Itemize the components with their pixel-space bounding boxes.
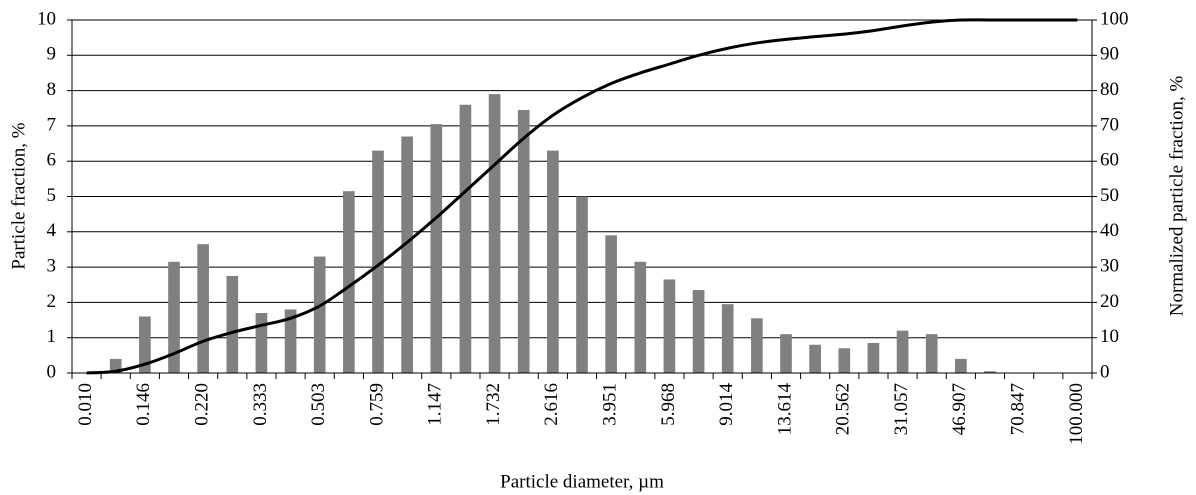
y2-tick-label: 0: [1100, 361, 1110, 382]
y2-tick-label: 40: [1100, 220, 1119, 241]
x-tick-label: 0.146: [133, 383, 154, 426]
bar: [517, 110, 530, 373]
x-tick-label: 1.147: [425, 383, 446, 426]
bar: [197, 244, 209, 373]
y2-tick-label: 20: [1100, 291, 1119, 312]
bar: [751, 318, 763, 373]
y2-tick-label: 50: [1100, 185, 1119, 206]
bar: [547, 150, 559, 373]
bar: [430, 124, 443, 373]
cumulative-line: [86, 18, 1078, 375]
y2-tick-label: 100: [1100, 8, 1129, 29]
x-tick-label: 20.562: [833, 383, 854, 435]
x-tick-label: 9.014: [716, 383, 737, 426]
bar: [401, 136, 413, 373]
bar: [109, 358, 122, 373]
y2-tick-label: 60: [1100, 150, 1119, 171]
bar: [488, 94, 501, 373]
y2-tick-label: 70: [1100, 114, 1119, 135]
bar: [576, 196, 588, 373]
bar: [226, 275, 239, 373]
y-tick-label: 8: [47, 79, 57, 100]
bar: [313, 256, 326, 373]
y-tick-label: 9: [47, 44, 57, 65]
bar: [372, 150, 384, 373]
x-tick-label: 0.503: [308, 383, 329, 426]
y-tick-label: 4: [47, 220, 57, 241]
y2-tick-label: 30: [1100, 255, 1119, 276]
bar: [255, 312, 268, 373]
bar: [838, 348, 851, 373]
x-tick-label: 5.968: [658, 383, 679, 426]
y-tick-label: 1: [47, 326, 57, 347]
bar: [634, 261, 647, 373]
x-tick-label: 100.000: [1066, 383, 1087, 445]
y2-axis-title: Normalized particle fraction, %: [1166, 76, 1187, 317]
x-tick-label: 0.333: [250, 383, 271, 426]
bar: [139, 316, 151, 373]
bar: [605, 235, 617, 373]
y-tick-label: 3: [47, 255, 57, 276]
y-tick-label: 5: [47, 185, 57, 206]
bar: [955, 358, 967, 373]
bar: [284, 309, 297, 373]
bar: [925, 334, 938, 373]
bar: [867, 342, 880, 373]
bar: [459, 104, 472, 373]
y-tick-label: 7: [47, 114, 57, 135]
x-tick-label: 31.057: [891, 383, 912, 435]
y2-tick-label: 10: [1100, 326, 1119, 347]
x-tick-label: 0.759: [366, 383, 387, 426]
bar: [721, 304, 734, 373]
x-tick-label: 1.732: [483, 383, 504, 426]
y-tick-label: 0: [47, 361, 57, 382]
bar: [663, 279, 676, 373]
bar: [896, 330, 909, 373]
bar: [168, 261, 180, 373]
x-tick-label: 3.951: [600, 383, 621, 426]
x-tick-label: 70.847: [1008, 383, 1029, 435]
x-tick-label: 0.220: [192, 383, 213, 426]
y2-tick-label: 90: [1100, 44, 1119, 65]
bar: [692, 290, 705, 373]
x-tick-label: 13.614: [774, 383, 795, 436]
x-tick-label: 46.907: [949, 383, 970, 435]
y-tick-label: 2: [47, 291, 57, 312]
x-tick-label: 0.010: [75, 383, 96, 426]
bar: [780, 334, 792, 373]
y-axis-title: Particle fraction, %: [8, 122, 29, 269]
x-tick-label: 2.616: [541, 383, 562, 426]
bar: [343, 191, 355, 373]
bar: [809, 344, 821, 373]
bar: [984, 371, 996, 373]
y2-tick-label: 80: [1100, 79, 1119, 100]
x-axis-title: Particle diameter, µm: [500, 471, 664, 492]
y-tick-label: 6: [47, 150, 57, 171]
y-tick-label: 10: [37, 8, 56, 29]
